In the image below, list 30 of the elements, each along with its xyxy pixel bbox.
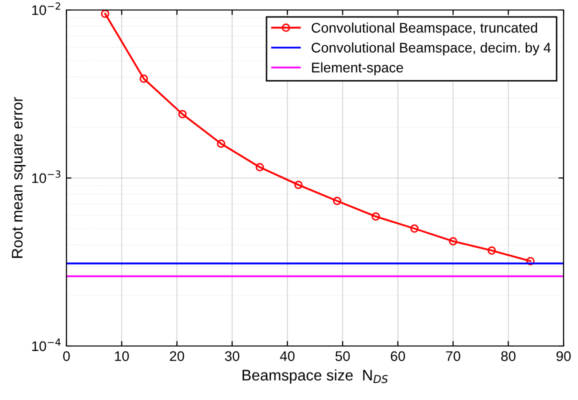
x-tick-label: 60 [390,351,406,362]
y-tick-label: 10$^{−2}$ [32,2,60,16]
point [372,212,380,221]
x-tick-label: 20 [170,351,184,362]
point [100,10,110,18]
point [526,256,535,266]
x-tick-label: 70 [446,351,460,362]
legend-label: Element-space [312,62,403,76]
y-tick-label: 10$^{−4}$ [32,338,61,352]
point [178,110,187,118]
point [294,180,303,190]
point [410,224,419,233]
x-tick-label: 50 [335,351,350,362]
x-tick-label: 40 [280,351,295,362]
x-tick-label: 80 [501,351,516,362]
legend-label: Convolutional Beamspace, decim. by 4 [312,42,551,56]
x-tick-label: 0 [63,351,70,362]
y-tick-label: 10$^{−3}$ [32,170,60,184]
point [448,237,458,246]
y-axis-title: Root mean square error [12,97,26,258]
x-tick-label: 90 [556,351,571,362]
point [332,196,342,206]
x-tick-label: 30 [224,351,240,362]
x-axis-title: Beamspace size N$_{DS}$ [242,369,388,384]
point [488,246,496,255]
point [140,74,148,83]
x-tick-label: 10 [115,351,129,362]
point [216,140,226,148]
legend-label: Convolutional Beamspace, truncated [312,22,538,36]
point [256,163,264,172]
